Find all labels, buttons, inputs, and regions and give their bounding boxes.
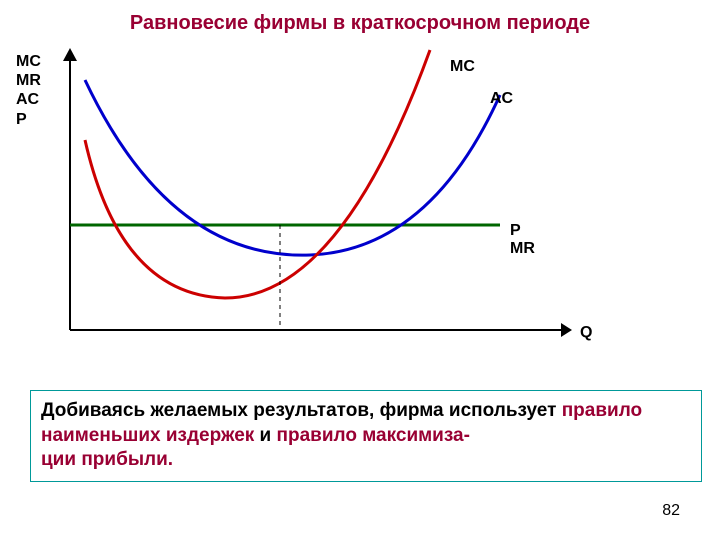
note-box: Добиваясь желаемых результатов, фирма ис… — [30, 390, 702, 482]
note-text-2: и — [254, 425, 276, 446]
y-label-p: P — [16, 110, 41, 129]
y-axis-labels: MC MR AC P — [16, 52, 41, 129]
chart-container: MC MR AC P MC AC P MR Q — [50, 50, 650, 350]
y-label-ac: AC — [16, 90, 41, 109]
pmr-curve-label: P MR — [510, 222, 535, 258]
ac-curve-label: AC — [490, 90, 513, 108]
chart-title: Равновесие фирмы в краткосрочном периоде — [0, 0, 720, 35]
note-text-1: Добиваясь желаемых результатов, фирма ис… — [41, 400, 562, 421]
y-label-mc: MC — [16, 52, 41, 71]
page-number: 82 — [662, 502, 680, 520]
x-axis-label: Q — [580, 324, 592, 342]
y-label-mr: MR — [16, 71, 41, 90]
mc-curve-label: MC — [450, 58, 475, 76]
